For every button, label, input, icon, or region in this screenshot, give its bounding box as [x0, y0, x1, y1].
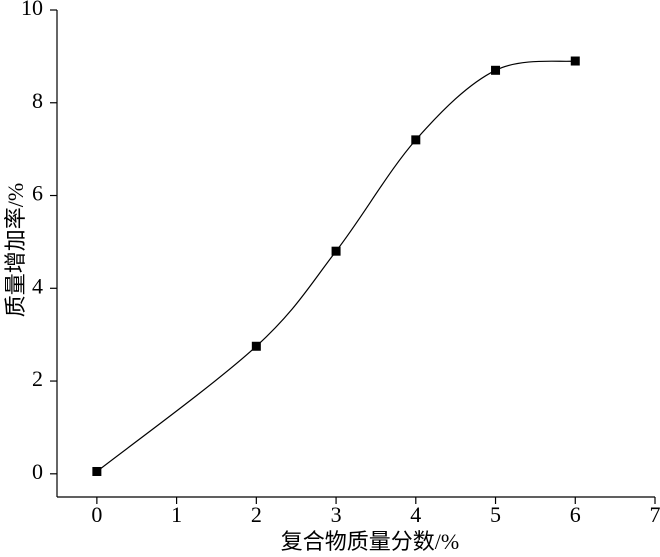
- marker: [92, 466, 102, 476]
- y-tick-label: 10: [21, 0, 43, 20]
- x-axis-label: 复合物质量分数/%: [281, 529, 459, 554]
- x-tick-label: 7: [650, 502, 660, 527]
- marker: [331, 246, 341, 256]
- marker: [251, 341, 261, 351]
- x-tick-label: 4: [410, 502, 421, 527]
- marker: [491, 65, 501, 75]
- x-tick-label: 6: [570, 502, 581, 527]
- y-tick-label: 8: [32, 88, 43, 113]
- y-axis-label: 质量增加率/%: [3, 183, 28, 317]
- marker: [411, 135, 421, 145]
- series-line: [96, 60, 576, 472]
- x-tick-label: 5: [490, 502, 501, 527]
- y-tick-label: 0: [32, 459, 43, 484]
- y-tick-label: 6: [32, 181, 43, 206]
- x-tick-label: 1: [171, 502, 182, 527]
- x-tick-label: 0: [91, 502, 102, 527]
- x-tick-label: 2: [251, 502, 262, 527]
- x-tick-label: 3: [331, 502, 342, 527]
- y-tick-label: 4: [32, 273, 43, 298]
- y-tick-label: 2: [32, 366, 43, 391]
- marker: [570, 56, 580, 66]
